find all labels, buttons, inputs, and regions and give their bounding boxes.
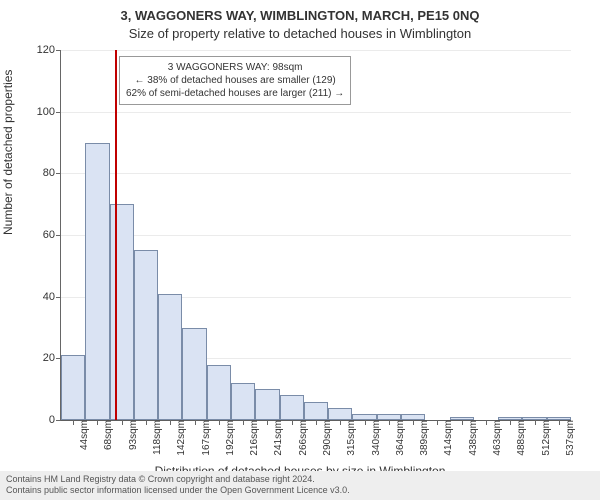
- chart-container: 3, WAGGONERS WAY, WIMBLINGTON, MARCH, PE…: [0, 0, 600, 500]
- histogram-bar: [231, 383, 255, 420]
- xtick-mark: [389, 420, 390, 425]
- histogram-bar: [61, 355, 85, 420]
- xtick-mark: [73, 420, 74, 425]
- xtick-mark: [437, 420, 438, 425]
- annotation-line1: 3 WAGGONERS WAY: 98sqm: [126, 61, 344, 74]
- y-axis-label: Number of detached properties: [1, 70, 15, 235]
- xtick-label: 488sqm: [514, 420, 527, 456]
- ytick-mark: [56, 173, 61, 174]
- gridline: [61, 112, 571, 113]
- xtick-label: 142sqm: [174, 420, 187, 456]
- footer-attribution: Contains HM Land Registry data © Crown c…: [0, 471, 600, 500]
- xtick-mark: [316, 420, 317, 425]
- xtick-label: 167sqm: [199, 420, 212, 456]
- xtick-mark: [219, 420, 220, 425]
- histogram-bar: [182, 328, 206, 421]
- xtick-label: 414sqm: [441, 420, 454, 456]
- xtick-mark: [170, 420, 171, 425]
- xtick-mark: [195, 420, 196, 425]
- gridline: [61, 50, 571, 51]
- footer-line2: Contains public sector information licen…: [6, 485, 594, 497]
- xtick-label: 44sqm: [77, 420, 90, 450]
- plot-area: 02040608010012044sqm68sqm93sqm118sqm142s…: [60, 50, 571, 421]
- xtick-mark: [365, 420, 366, 425]
- ytick-mark: [56, 235, 61, 236]
- gridline: [61, 173, 571, 174]
- xtick-label: 216sqm: [247, 420, 260, 456]
- gridline: [61, 235, 571, 236]
- xtick-label: 438sqm: [466, 420, 479, 456]
- xtick-label: 192sqm: [223, 420, 236, 456]
- xtick-label: 93sqm: [126, 420, 139, 450]
- histogram-bar: [328, 408, 352, 420]
- annotation-line2: ← 38% of detached houses are smaller (12…: [126, 74, 344, 87]
- xtick-mark: [486, 420, 487, 425]
- xtick-mark: [146, 420, 147, 425]
- xtick-label: 340sqm: [369, 420, 382, 456]
- histogram-bar: [304, 402, 328, 421]
- xtick-label: 537sqm: [563, 420, 576, 456]
- xtick-label: 364sqm: [393, 420, 406, 456]
- xtick-mark: [413, 420, 414, 425]
- xtick-label: 389sqm: [417, 420, 430, 456]
- xtick-label: 290sqm: [320, 420, 333, 456]
- histogram-bar: [255, 389, 279, 420]
- histogram-bar: [85, 143, 109, 421]
- ytick-mark: [56, 420, 61, 421]
- xtick-mark: [97, 420, 98, 425]
- ytick-mark: [56, 112, 61, 113]
- histogram-bar: [134, 250, 158, 420]
- xtick-mark: [243, 420, 244, 425]
- histogram-bar: [207, 365, 231, 421]
- xtick-label: 512sqm: [539, 420, 552, 456]
- xtick-label: 315sqm: [344, 420, 357, 456]
- ytick-mark: [56, 297, 61, 298]
- xtick-mark: [340, 420, 341, 425]
- chart-title-address: 3, WAGGONERS WAY, WIMBLINGTON, MARCH, PE…: [0, 8, 600, 23]
- xtick-label: 463sqm: [490, 420, 503, 456]
- annotation-line3: 62% of semi-detached houses are larger (…: [126, 87, 344, 100]
- histogram-bar: [110, 204, 134, 420]
- annotation-box: 3 WAGGONERS WAY: 98sqm ← 38% of detached…: [119, 56, 351, 105]
- reference-line: [115, 50, 117, 420]
- xtick-mark: [462, 420, 463, 425]
- xtick-mark: [559, 420, 560, 425]
- xtick-label: 241sqm: [271, 420, 284, 456]
- xtick-label: 68sqm: [101, 420, 114, 450]
- footer-line1: Contains HM Land Registry data © Crown c…: [6, 474, 594, 486]
- histogram-bar: [158, 294, 182, 420]
- xtick-label: 118sqm: [150, 420, 163, 455]
- chart-subtitle: Size of property relative to detached ho…: [0, 26, 600, 41]
- ytick-mark: [56, 50, 61, 51]
- xtick-label: 266sqm: [296, 420, 309, 456]
- xtick-mark: [535, 420, 536, 425]
- histogram-bar: [280, 395, 304, 420]
- xtick-mark: [292, 420, 293, 425]
- xtick-mark: [267, 420, 268, 425]
- xtick-mark: [510, 420, 511, 425]
- xtick-mark: [122, 420, 123, 425]
